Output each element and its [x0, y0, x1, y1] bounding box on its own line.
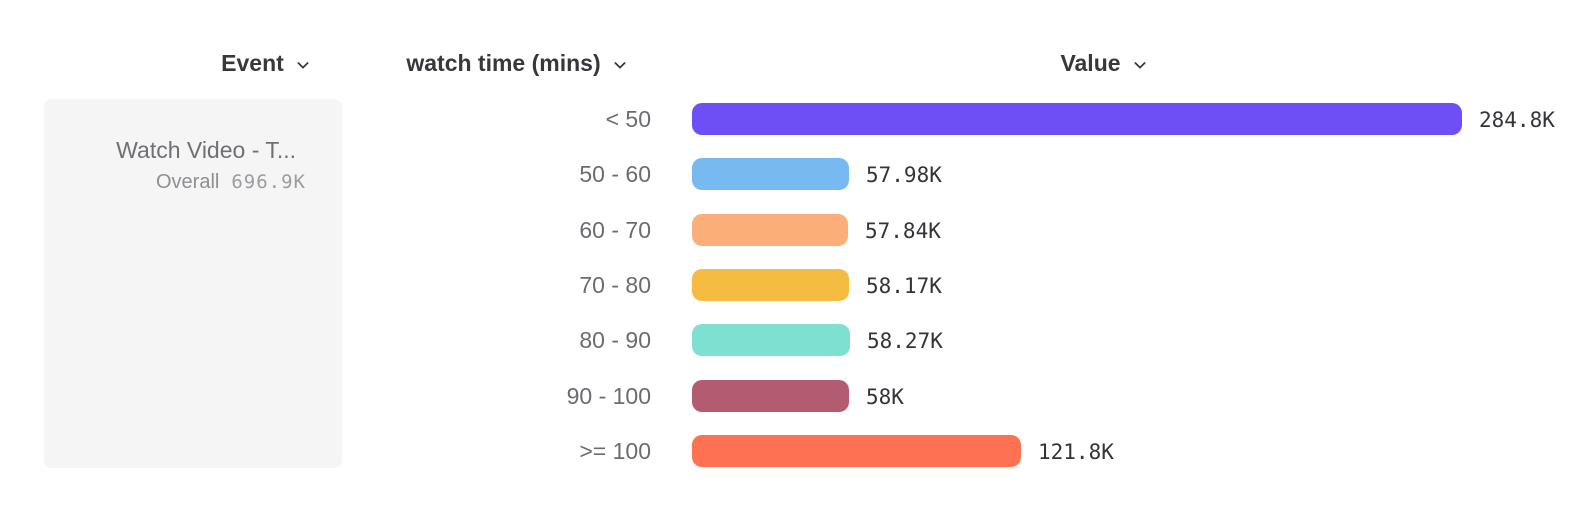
category-label: >= 100 [579, 438, 651, 464]
chart-rows: < 50 284.8K 50 - 60 57.98K 60 - 70 57.84K 70 -… [0, 103, 1592, 483]
bar-value-label: 121.8K [1038, 440, 1114, 464]
value-column-label: Value [1060, 49, 1121, 76]
event-column-label: Event [221, 49, 284, 76]
value-column-header[interactable]: Value [954, 48, 1254, 78]
category-label: 70 - 80 [579, 272, 651, 298]
category-label: 60 - 70 [579, 217, 651, 243]
chart-row: 60 - 70 57.84K [0, 214, 1592, 246]
bar-segment[interactable] [692, 380, 849, 412]
chart-row: >= 100 121.8K [0, 435, 1592, 467]
bar-value-label: 57.84K [865, 219, 941, 243]
event-card: Watch Video - T... Overall 696.9K [44, 99, 342, 468]
category-label: 50 - 60 [579, 161, 651, 187]
chevron-down-icon [1132, 57, 1148, 73]
breakdown-column-header[interactable]: watch time (mins) [366, 48, 668, 78]
overall-value: 696.9K [231, 171, 306, 193]
category-label: < 50 [605, 106, 651, 132]
event-column-header[interactable]: Event [160, 48, 372, 78]
bar-segment[interactable] [692, 435, 1021, 467]
bar-value-label: 284.8K [1479, 108, 1555, 132]
bar-segment[interactable] [692, 103, 1462, 135]
overall-label: Overall [156, 171, 220, 193]
bar-segment[interactable] [692, 158, 849, 190]
event-overall-line: Overall 696.9K [156, 171, 306, 194]
bar-value-label: 58.17K [866, 274, 942, 298]
bar-segment[interactable] [692, 269, 849, 301]
category-label: 90 - 100 [566, 383, 651, 409]
bar-segment[interactable] [692, 214, 848, 246]
bar-value-label: 57.98K [866, 163, 942, 187]
category-label: 80 - 90 [579, 327, 651, 353]
chevron-down-icon [612, 57, 628, 73]
breakdown-column-label: watch time (mins) [406, 49, 601, 76]
chart-row: 50 - 60 57.98K [0, 158, 1592, 190]
chevron-down-icon [295, 57, 311, 73]
chart-row: 80 - 90 58.27K [0, 324, 1592, 356]
chart-row: 90 - 100 58K [0, 380, 1592, 412]
bar-segment[interactable] [692, 324, 850, 356]
bar-value-label: 58.27K [867, 329, 943, 353]
bar-value-label: 58K [866, 385, 904, 409]
chart-row: 70 - 80 58.17K [0, 269, 1592, 301]
chart-row: < 50 284.8K [0, 103, 1592, 135]
event-name: Watch Video - T... [116, 137, 296, 163]
